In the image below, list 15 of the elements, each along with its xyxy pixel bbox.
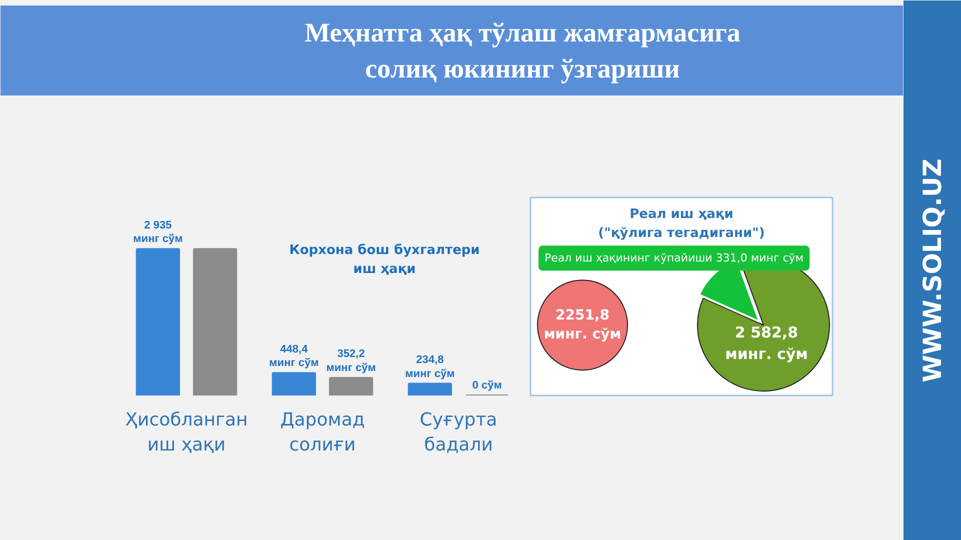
x-tick-label: Суғурта бадали [420,410,498,456]
x-tick-label: Даромад солиғи [280,410,365,456]
x-tick-label: Ҳисобланган иш ҳақи [125,410,248,456]
chart-title: Меҳнатга ҳақ тўлаш жамғармасига солиқ юкининг ўзгариши [304,18,741,84]
text: Реал иш ҳақи ("қўлига тегадигани") [598,207,765,241]
data-label: 448,4 минг сўм [269,343,319,370]
data-label: 2 935 минг сўм [133,219,183,246]
text: Реал иш ҳақининг кўпайиши 331,0 минг сўм [544,252,804,265]
data-label: 2251,8 минг. сўм [544,307,622,343]
text: WWW.SOLIQ.UZ [918,158,947,382]
data-label: 352,2 минг сўм [326,348,376,374]
chart-subtitle: Корхона бош бухгалтери иш ҳақи [289,243,480,277]
text: 2 582,8 минг. сўм [725,323,808,363]
data-label: 234,8 минг сўм [405,354,455,380]
data-label: 0 сўм [472,380,502,392]
